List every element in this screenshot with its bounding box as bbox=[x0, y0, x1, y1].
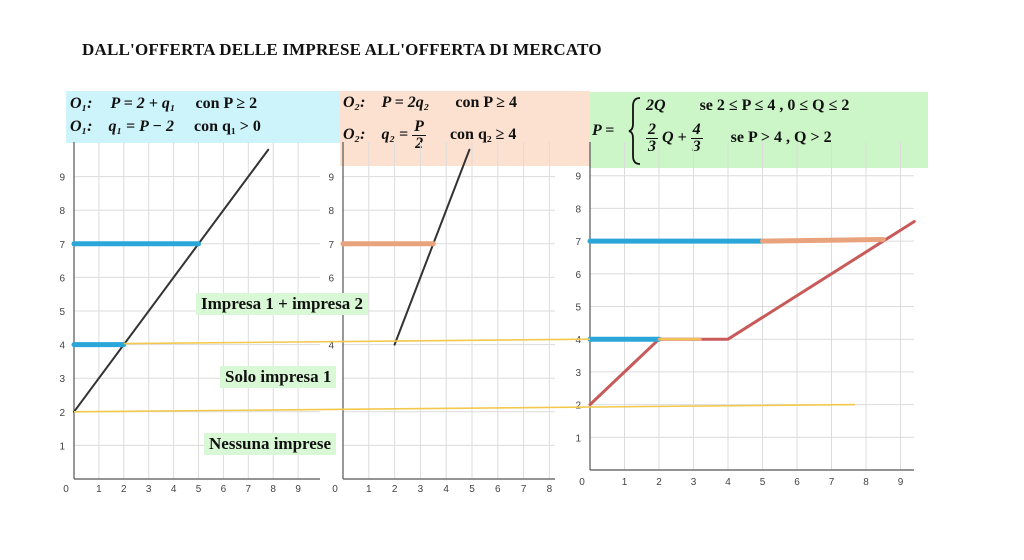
o2-cond-2: con q₂ ≥ 4 bbox=[449, 126, 517, 144]
x-tick-label: 3 bbox=[146, 484, 152, 495]
market-frac1-den: 3 bbox=[648, 138, 656, 155]
y-tick-label: 3 bbox=[575, 368, 581, 379]
market-frac2-den: 3 bbox=[692, 138, 701, 155]
y-tick-label: 9 bbox=[59, 173, 65, 184]
y-tick-label: 3 bbox=[59, 374, 65, 385]
x-tick-label: 0 bbox=[332, 484, 338, 495]
market-case2-mid: Q + bbox=[662, 129, 687, 147]
x-tick-label: 7 bbox=[246, 484, 252, 495]
y-tick-label: 1 bbox=[575, 433, 581, 444]
x-tick-label: 5 bbox=[469, 484, 475, 495]
x-tick-label: 4 bbox=[443, 484, 449, 495]
x-tick-label: 1 bbox=[622, 477, 628, 488]
y-tick-label: 6 bbox=[328, 273, 334, 284]
threshold-line-p2 bbox=[73, 403, 856, 413]
y-tick-label: 4 bbox=[59, 341, 65, 352]
page-title: DALL'OFFERTA DELLE IMPRESE ALL'OFFERTA D… bbox=[82, 40, 602, 59]
x-tick-label: 6 bbox=[221, 484, 227, 495]
o2-fraction: P 2 bbox=[412, 119, 426, 152]
o2-frac-den: 2 bbox=[415, 135, 424, 152]
x-tick-label: 6 bbox=[794, 477, 800, 488]
x-tick-label: 7 bbox=[521, 484, 527, 495]
market-brace bbox=[628, 97, 641, 165]
o2-lhs-2: q₂ = bbox=[381, 126, 409, 144]
label-both-firms: Impresa 1 + impresa 2 bbox=[196, 293, 369, 315]
y-tick-label: 2 bbox=[59, 408, 65, 419]
o1-cond-2: con q₁ > 0 bbox=[194, 118, 261, 135]
chart-mercato: 0 1 2 3 4 5 6 7 8 9 1 2 3 4 5 6 7 8 9 bbox=[575, 142, 916, 488]
market-frac2-num: 4 bbox=[690, 121, 703, 139]
x-tick-label: 0 bbox=[579, 477, 585, 488]
x-tick-label: 3 bbox=[691, 477, 697, 488]
label-only-firm1: Solo impresa 1 bbox=[220, 366, 337, 388]
x-tick-label: 8 bbox=[270, 484, 276, 495]
o1-cond-1: con P ≥ 2 bbox=[195, 95, 258, 112]
firm1-equations: O₁: P = 2 + q₁ con P ≥ 2 O₁: q₁ = P − 2 … bbox=[66, 91, 340, 143]
y-tick-label: 2 bbox=[575, 401, 581, 412]
y-tick-label: 4 bbox=[328, 341, 334, 352]
market-case1-expr: 2Q bbox=[646, 97, 666, 114]
series-line-supply1 bbox=[73, 148, 270, 413]
x-tick-label: 1 bbox=[366, 484, 372, 495]
x-tick-label: 5 bbox=[196, 484, 202, 495]
threshold-line-p4 bbox=[123, 338, 591, 345]
y-tick-label: 8 bbox=[575, 204, 581, 215]
x-tick-label: 2 bbox=[121, 484, 127, 495]
y-tick-label: 5 bbox=[59, 307, 65, 318]
market-frac2: 4 3 bbox=[690, 121, 703, 155]
o2-label-2: O₂: bbox=[343, 126, 366, 144]
x-tick-label: 2 bbox=[656, 477, 662, 488]
x-tick-label: 9 bbox=[898, 477, 904, 488]
y-tick-label: 6 bbox=[59, 273, 65, 284]
market-frac1-num: 2 bbox=[646, 121, 658, 139]
y-tick-label: 9 bbox=[328, 173, 334, 184]
x-tick-label: 2 bbox=[392, 484, 398, 495]
x-tick-label: 8 bbox=[547, 484, 553, 495]
y-tick-label: 7 bbox=[328, 240, 334, 251]
label-no-firms: Nessuna imprese bbox=[204, 433, 336, 455]
y-tick-label: 7 bbox=[59, 240, 65, 251]
y-tick-label: 7 bbox=[575, 237, 581, 248]
x-tick-label: 6 bbox=[495, 484, 501, 495]
market-frac1: 2 3 bbox=[646, 122, 658, 155]
x-tick-label: 4 bbox=[725, 477, 731, 488]
y-tick-label: 4 bbox=[575, 335, 581, 346]
market-case1-cond: se 2 ≤ P ≤ 4 , 0 ≤ Q ≤ 2 bbox=[699, 97, 850, 114]
series-line-supply2 bbox=[393, 148, 471, 346]
o1-label-1: O₁: bbox=[70, 95, 93, 112]
firm2-equations: O₂: P = 2q₂ con P ≥ 4 O₂: q₂ = P 2 con q… bbox=[340, 91, 590, 166]
o2-expr-1: P = 2q₂ bbox=[381, 94, 430, 111]
x-tick-label: 7 bbox=[829, 477, 835, 488]
x-tick-label: 9 bbox=[295, 484, 301, 495]
y-tick-label: 8 bbox=[328, 206, 334, 217]
x-tick-label: 3 bbox=[418, 484, 424, 495]
x-tick-label: 5 bbox=[760, 477, 766, 488]
o2-cond-1: con P ≥ 4 bbox=[455, 94, 518, 111]
x-tick-label: 8 bbox=[863, 477, 869, 488]
x-tick-label: 4 bbox=[171, 484, 177, 495]
y-tick-label: 5 bbox=[575, 303, 581, 314]
market-case2-cond: se P > 4 , Q > 2 bbox=[730, 129, 832, 147]
o1-label-2: O₁: bbox=[70, 118, 93, 135]
y-tick-label: 9 bbox=[575, 172, 581, 183]
o1-expr-2: q₁ = P − 2 bbox=[108, 118, 175, 135]
o1-expr-1: P = 2 + q₁ bbox=[110, 95, 176, 112]
o2-frac-num: P bbox=[412, 118, 426, 136]
y-tick-label: 1 bbox=[59, 441, 65, 452]
chart-o2: 0123456783456789 bbox=[328, 142, 555, 495]
market-equations: P = 2Q se 2 ≤ P ≤ 4 , 0 ≤ Q ≤ 2 2 3 Q + … bbox=[590, 92, 928, 168]
x-tick-label: 0 bbox=[63, 484, 69, 495]
series-line-orange bbox=[760, 236, 886, 244]
y-tick-label: 6 bbox=[575, 270, 581, 281]
market-lhs: P = bbox=[592, 122, 615, 139]
x-tick-label: 1 bbox=[96, 484, 102, 495]
o2-label-1: O₂: bbox=[343, 94, 366, 111]
y-tick-label: 8 bbox=[59, 206, 65, 217]
